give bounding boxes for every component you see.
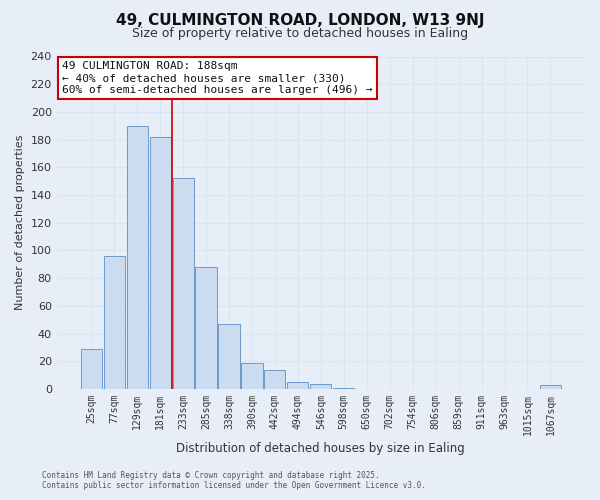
Text: 49, CULMINGTON ROAD, LONDON, W13 9NJ: 49, CULMINGTON ROAD, LONDON, W13 9NJ (116, 12, 484, 28)
X-axis label: Distribution of detached houses by size in Ealing: Distribution of detached houses by size … (176, 442, 465, 455)
Bar (149, 137, 170, 389)
Text: 49 CULMINGTON ROAD: 188sqm
← 40% of detached houses are smaller (330)
60% of sem: 49 CULMINGTON ROAD: 188sqm ← 40% of deta… (62, 62, 373, 94)
Bar (265, 370, 286, 389)
Bar (333, 388, 355, 389)
Bar (80, 349, 102, 389)
Text: Contains HM Land Registry data © Crown copyright and database right 2025.
Contai: Contains HM Land Registry data © Crown c… (42, 470, 426, 490)
Bar (196, 267, 217, 389)
Bar (218, 324, 239, 389)
Bar (287, 382, 308, 389)
Y-axis label: Number of detached properties: Number of detached properties (15, 135, 25, 310)
Bar (540, 385, 561, 389)
Bar (127, 126, 148, 389)
Bar (104, 256, 125, 389)
Bar (241, 362, 263, 389)
Bar (310, 384, 331, 389)
Text: Size of property relative to detached houses in Ealing: Size of property relative to detached ho… (132, 28, 468, 40)
Bar (173, 178, 194, 389)
